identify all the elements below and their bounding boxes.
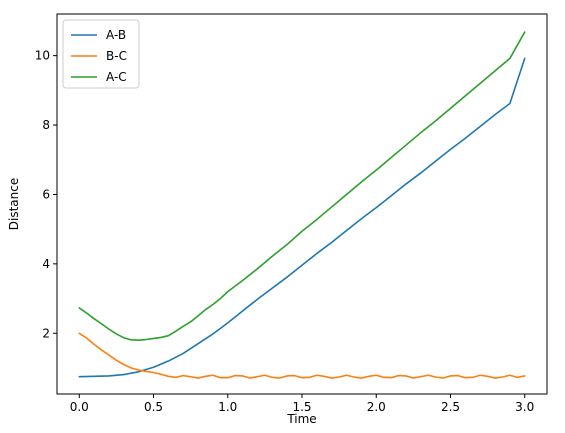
x-tick-label: 0.0 <box>70 400 89 414</box>
x-tick-label: 1.5 <box>292 400 311 414</box>
legend-box <box>62 19 140 89</box>
x-tick-label: 3.0 <box>515 400 534 414</box>
x-tick-label: 2.0 <box>367 400 386 414</box>
legend-label-b-c: B-C <box>106 49 127 63</box>
legend-label-a-b: A-B <box>106 28 126 42</box>
x-tick-label: 1.0 <box>218 400 237 414</box>
x-tick-label: 0.5 <box>144 400 163 414</box>
series-line-a-c <box>78 31 526 342</box>
y-tick-label: 6 <box>42 187 50 201</box>
y-tick-label: 2 <box>42 326 50 340</box>
x-axis-title: Time <box>286 412 316 426</box>
y-axis-title: Distance <box>7 178 21 230</box>
y-tick-label: 4 <box>42 257 50 271</box>
legend-label-a-c: A-C <box>106 70 127 84</box>
x-tick-label: 2.5 <box>441 400 460 414</box>
axes: 0.0 0.5 1.0 1.5 2.0 2.5 3.0 2 4 6 8 10 <box>35 13 548 414</box>
y-tick-label: 8 <box>42 118 50 132</box>
series-line-a-b <box>78 57 526 378</box>
legend: A-B B-C A-C <box>62 19 140 89</box>
series-lines <box>78 31 526 379</box>
y-tick-label: 10 <box>35 49 50 63</box>
series-line-b-c <box>78 332 526 379</box>
